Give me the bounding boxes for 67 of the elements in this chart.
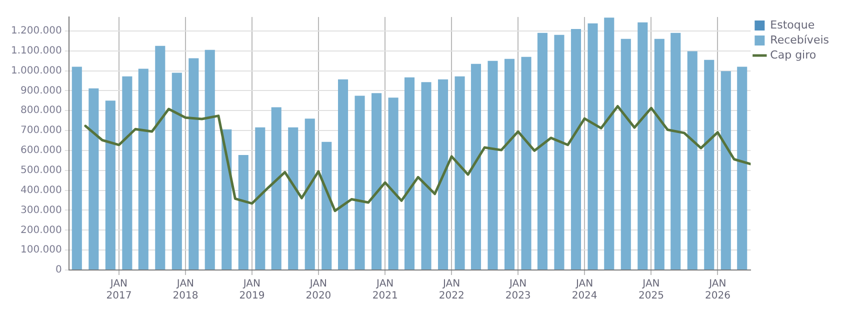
x-tick-label: JAN 2021 xyxy=(372,278,398,302)
x-tick-label: JAN 2024 xyxy=(572,278,598,302)
bar xyxy=(737,66,748,270)
bar xyxy=(188,58,199,270)
legend-label: Estoque xyxy=(770,18,815,32)
bar xyxy=(454,76,465,270)
y-tick-label: 600.000 xyxy=(20,145,62,156)
bar xyxy=(488,60,498,270)
bar xyxy=(172,72,182,270)
bar xyxy=(521,56,532,270)
bar xyxy=(554,34,564,270)
bar xyxy=(88,88,99,270)
bar xyxy=(204,50,215,270)
bar xyxy=(155,46,166,270)
y-tick-label: 500.000 xyxy=(20,164,62,176)
bar xyxy=(271,107,282,270)
legend-label: Cap giro xyxy=(770,48,816,62)
y-tick-label: 200.000 xyxy=(20,224,62,236)
legend-label: Recebíveis xyxy=(770,33,830,46)
bar xyxy=(570,28,582,270)
y-tick-label: 800.000 xyxy=(20,105,62,116)
bar xyxy=(438,79,448,270)
y-tick-label: 1.100.000 xyxy=(10,45,62,56)
bar xyxy=(720,71,731,270)
bar xyxy=(288,127,298,270)
x-tick-label: JAN 2018 xyxy=(172,278,198,302)
x-tick-label: JAN 2020 xyxy=(306,278,332,302)
bar xyxy=(388,98,398,270)
y-tick-label: 0 xyxy=(56,264,62,276)
bar xyxy=(238,155,248,270)
x-tick-label: JAN 2023 xyxy=(505,278,531,302)
y-tick-label: 400.000 xyxy=(20,184,62,196)
y-tick-label: 1.000.000 xyxy=(10,65,62,76)
bar xyxy=(704,60,714,270)
bar xyxy=(537,32,548,270)
bar xyxy=(255,127,266,270)
bar xyxy=(72,66,82,270)
y-tick-label: 1.200.000 xyxy=(10,26,62,37)
x-tick-label: JAN 2022 xyxy=(438,278,464,302)
bar xyxy=(222,129,232,270)
bar xyxy=(404,77,415,270)
x-tick-label: JAN 2025 xyxy=(638,278,664,302)
bar xyxy=(604,18,614,270)
y-tick-label: 700.000 xyxy=(20,125,62,136)
bar xyxy=(105,100,116,270)
bar xyxy=(304,118,315,270)
bar xyxy=(504,58,515,270)
y-tick-label: 100.000 xyxy=(20,244,62,256)
bar xyxy=(354,96,365,270)
bar xyxy=(588,23,598,270)
bar xyxy=(322,142,332,270)
bar xyxy=(338,79,348,270)
bar xyxy=(122,76,132,270)
bar xyxy=(654,38,664,270)
bar xyxy=(670,32,681,270)
x-tick-label: JAN 2019 xyxy=(239,278,265,302)
y-tick-label: 300.000 xyxy=(20,204,62,216)
bar xyxy=(421,82,432,270)
bar xyxy=(638,22,648,270)
bar xyxy=(620,38,631,270)
bar xyxy=(470,64,482,270)
bar xyxy=(687,51,698,270)
x-tick-label: JAN 2026 xyxy=(704,278,730,302)
x-tick-label: JAN 2017 xyxy=(106,278,132,302)
bar xyxy=(138,68,148,270)
y-tick-label: 900.000 xyxy=(20,85,62,96)
bar xyxy=(372,93,382,270)
